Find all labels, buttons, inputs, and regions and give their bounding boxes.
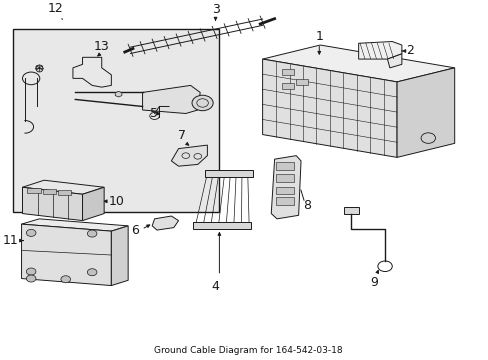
Bar <box>276 174 294 182</box>
Bar <box>281 68 293 75</box>
Circle shape <box>26 275 36 282</box>
Text: 3: 3 <box>211 3 219 16</box>
Text: 8: 8 <box>303 199 311 212</box>
Polygon shape <box>386 54 401 68</box>
Polygon shape <box>21 224 111 285</box>
Circle shape <box>61 276 70 283</box>
Circle shape <box>87 230 97 237</box>
Polygon shape <box>73 57 111 87</box>
Bar <box>276 197 294 205</box>
Bar <box>281 82 293 89</box>
Polygon shape <box>22 180 104 194</box>
Polygon shape <box>193 222 250 229</box>
Polygon shape <box>111 226 128 285</box>
Text: 12: 12 <box>47 2 63 15</box>
Bar <box>344 207 358 213</box>
Polygon shape <box>142 85 200 113</box>
FancyBboxPatch shape <box>13 29 219 212</box>
Polygon shape <box>36 65 42 71</box>
Text: 7: 7 <box>178 129 186 142</box>
Text: 9: 9 <box>369 276 377 289</box>
Polygon shape <box>262 45 454 82</box>
Polygon shape <box>271 156 301 219</box>
Text: 6: 6 <box>131 224 139 237</box>
Polygon shape <box>262 59 396 157</box>
Polygon shape <box>115 91 122 97</box>
Bar <box>58 190 71 195</box>
Bar <box>276 162 294 170</box>
Bar <box>296 79 307 85</box>
Polygon shape <box>204 170 252 177</box>
Text: 13: 13 <box>94 40 109 53</box>
Text: 11: 11 <box>3 234 19 247</box>
Text: 4: 4 <box>211 280 219 293</box>
Bar <box>42 189 56 194</box>
Bar <box>276 186 294 194</box>
Text: Ground Cable Diagram for 164-542-03-18: Ground Cable Diagram for 164-542-03-18 <box>154 346 342 355</box>
Polygon shape <box>171 145 207 166</box>
Polygon shape <box>21 219 128 231</box>
Polygon shape <box>82 187 104 221</box>
Text: 1: 1 <box>315 30 323 42</box>
Text: 2: 2 <box>405 45 413 58</box>
Polygon shape <box>358 41 401 59</box>
Text: 5: 5 <box>150 107 158 120</box>
Bar <box>27 188 41 193</box>
Polygon shape <box>22 187 82 221</box>
Circle shape <box>26 229 36 237</box>
Polygon shape <box>396 68 454 157</box>
Polygon shape <box>152 216 178 230</box>
Circle shape <box>26 268 36 275</box>
Circle shape <box>87 269 97 276</box>
Text: 10: 10 <box>109 195 124 208</box>
Circle shape <box>192 95 213 111</box>
